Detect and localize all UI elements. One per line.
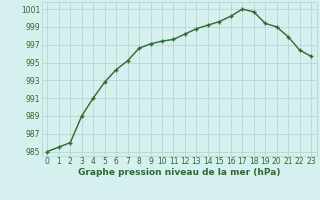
X-axis label: Graphe pression niveau de la mer (hPa): Graphe pression niveau de la mer (hPa) (78, 168, 280, 177)
